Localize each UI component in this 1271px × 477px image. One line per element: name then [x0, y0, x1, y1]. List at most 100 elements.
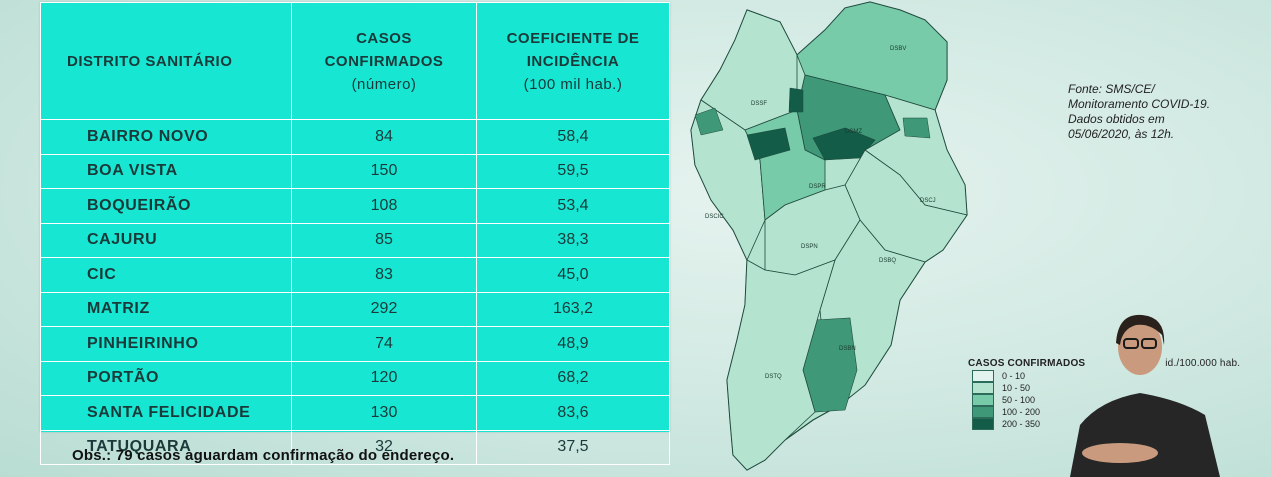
map-label-dssf: DSSF — [751, 101, 767, 107]
legend-title-main: CASOS CONFIRMADOS — [968, 358, 1086, 369]
interpreter-hands — [1082, 443, 1158, 463]
table-body: BAIRRO NOVO 84 58,4 BOA VISTA 150 59,5 B… — [40, 119, 670, 465]
legend-title: CASOS CONFIRMADOS id./100.000 hab. — [968, 358, 1268, 369]
cases-value: 74 — [291, 326, 477, 362]
source-line-2: Monitoramento COVID-19. — [1068, 97, 1211, 111]
legend-item: 100 - 200 — [968, 405, 1268, 418]
source-line-3: Dados obtidos em — [1068, 112, 1165, 126]
table-row: PINHEIRINHO 74 48,9 — [40, 326, 670, 362]
region-left-dark — [694, 107, 724, 136]
district-name: TATUQUARA — [40, 429, 292, 465]
cases-value: 292 — [291, 291, 477, 327]
district-map: DSBV DSSF DSMZ DSCJ DSCIC DSPR DSPN DSBQ… — [690, 1, 968, 471]
legend-item: 0 - 10 — [968, 369, 1268, 382]
cases-table-panel: DISTRITO SANITÁRIO CASOS CONFIRMADOS (nú… — [40, 2, 670, 465]
interpreter-body — [1070, 393, 1220, 477]
legend-swatch — [972, 417, 994, 430]
source-line-1: Fonte: SMS/CE/ — [1068, 82, 1155, 96]
district-name: PINHEIRINHO — [40, 326, 292, 362]
legend-label: 100 - 200 — [1002, 406, 1041, 417]
legend-item: 10 - 50 — [968, 381, 1268, 394]
district-name: SANTA FELICIDADE — [40, 395, 292, 431]
region-east-dark — [902, 117, 931, 139]
header-cases-line2: CONFIRMADOS — [324, 52, 444, 70]
coef-value: 45,0 — [476, 257, 670, 293]
map-label-dstq: DSTQ — [765, 374, 782, 380]
district-name: PORTÃO — [40, 360, 292, 396]
header-cases: CASOS CONFIRMADOS (número) — [291, 2, 477, 120]
map-label-dspn: DSPN — [801, 244, 818, 250]
coef-value: 68,2 — [476, 360, 670, 396]
interpreter-hair — [1116, 314, 1165, 345]
region-portao-dark — [746, 127, 791, 161]
table-row: MATRIZ 292 163,2 — [40, 291, 670, 327]
map-label-dsbv: DSBV — [890, 46, 906, 52]
legend-label: 0 - 10 — [1002, 370, 1026, 381]
cases-value: 108 — [291, 188, 477, 224]
table-row: CIC 83 45,0 — [40, 257, 670, 293]
district-name: BOQUEIRÃO — [40, 188, 292, 224]
cases-value: 83 — [291, 257, 477, 293]
region-tatuquara — [726, 259, 836, 471]
cases-value: 84 — [291, 119, 477, 155]
table-row: BOA VISTA 150 59,5 — [40, 153, 670, 189]
legend-label: 10 - 50 — [1002, 382, 1031, 393]
map-label-dsmz: DSMZ — [845, 129, 862, 135]
header-cases-line3: (número) — [351, 75, 417, 93]
observation-note: Obs.: 79 casos aguardam confirmação do e… — [72, 447, 455, 464]
header-district: DISTRITO SANITÁRIO — [40, 2, 292, 120]
coef-value: 37,5 — [476, 429, 670, 465]
coef-value: 38,3 — [476, 222, 670, 258]
legend-swatch — [972, 369, 994, 382]
district-name: CAJURU — [40, 222, 292, 258]
header-coef-line1: COEFICIENTE DE — [506, 29, 640, 47]
map-label-dscic: DSCIC — [705, 214, 724, 220]
table-row: TATUQUARA 32 37,5 — [40, 429, 670, 465]
cases-value: 32 — [291, 429, 477, 465]
map-label-dspr: DSPR — [809, 184, 826, 190]
legend-label: 50 - 100 — [1002, 394, 1036, 405]
map-label-dscj: DSCJ — [920, 198, 936, 204]
coef-value: 48,9 — [476, 326, 670, 362]
header-coefficient: COEFICIENTE DE INCIDÊNCIA (100 mil hab.) — [476, 2, 670, 120]
cases-value: 130 — [291, 395, 477, 431]
glasses-right-lens — [1141, 338, 1157, 349]
table-row: BOQUEIRÃO 108 53,4 — [40, 188, 670, 224]
data-source-note: Fonte: SMS/CE/ Monitoramento COVID-19. D… — [1068, 82, 1268, 142]
header-cases-line1: CASOS — [356, 29, 412, 47]
coef-value: 58,4 — [476, 119, 670, 155]
district-name: CIC — [40, 257, 292, 293]
legend-item: 200 - 350 — [968, 417, 1268, 430]
cases-value: 85 — [291, 222, 477, 258]
table-header-row: DISTRITO SANITÁRIO CASOS CONFIRMADOS (nú… — [40, 2, 670, 120]
coef-value: 83,6 — [476, 395, 670, 431]
legend-swatch — [972, 393, 994, 406]
coef-value: 59,5 — [476, 153, 670, 189]
map-label-dsbq: DSBQ — [879, 258, 896, 264]
legend-label: 200 - 350 — [1002, 418, 1041, 429]
legend-swatch — [972, 405, 994, 418]
cases-table: DISTRITO SANITÁRIO CASOS CONFIRMADOS (nú… — [40, 2, 670, 465]
cases-value: 150 — [291, 153, 477, 189]
table-row: PORTÃO 120 68,2 — [40, 360, 670, 396]
map-legend: CASOS CONFIRMADOS id./100.000 hab. 0 - 1… — [968, 358, 1268, 430]
header-district-label: DISTRITO SANITÁRIO — [67, 52, 233, 70]
region-top-dark — [788, 87, 804, 113]
table-row: CAJURU 85 38,3 — [40, 222, 670, 258]
header-coef-line3: (100 mil hab.) — [523, 75, 623, 93]
coef-value: 53,4 — [476, 188, 670, 224]
source-line-4: 05/06/2020, às 12h. — [1068, 127, 1175, 141]
interpreter-head — [1118, 319, 1162, 375]
table-row: BAIRRO NOVO 84 58,4 — [40, 119, 670, 155]
legend-item: 50 - 100 — [968, 393, 1268, 406]
district-name: MATRIZ — [40, 291, 292, 327]
glasses-icon — [1123, 338, 1139, 349]
legend-title-rest: id./100.000 hab. — [1165, 358, 1241, 369]
table-row: SANTA FELICIDADE 130 83,6 — [40, 395, 670, 431]
legend-swatch — [972, 381, 994, 394]
district-name: BOA VISTA — [40, 153, 292, 189]
cases-value: 120 — [291, 360, 477, 396]
map-label-dsbn: DSBN — [839, 346, 856, 352]
coef-value: 163,2 — [476, 291, 670, 327]
sign-language-interpreter — [1070, 314, 1220, 477]
